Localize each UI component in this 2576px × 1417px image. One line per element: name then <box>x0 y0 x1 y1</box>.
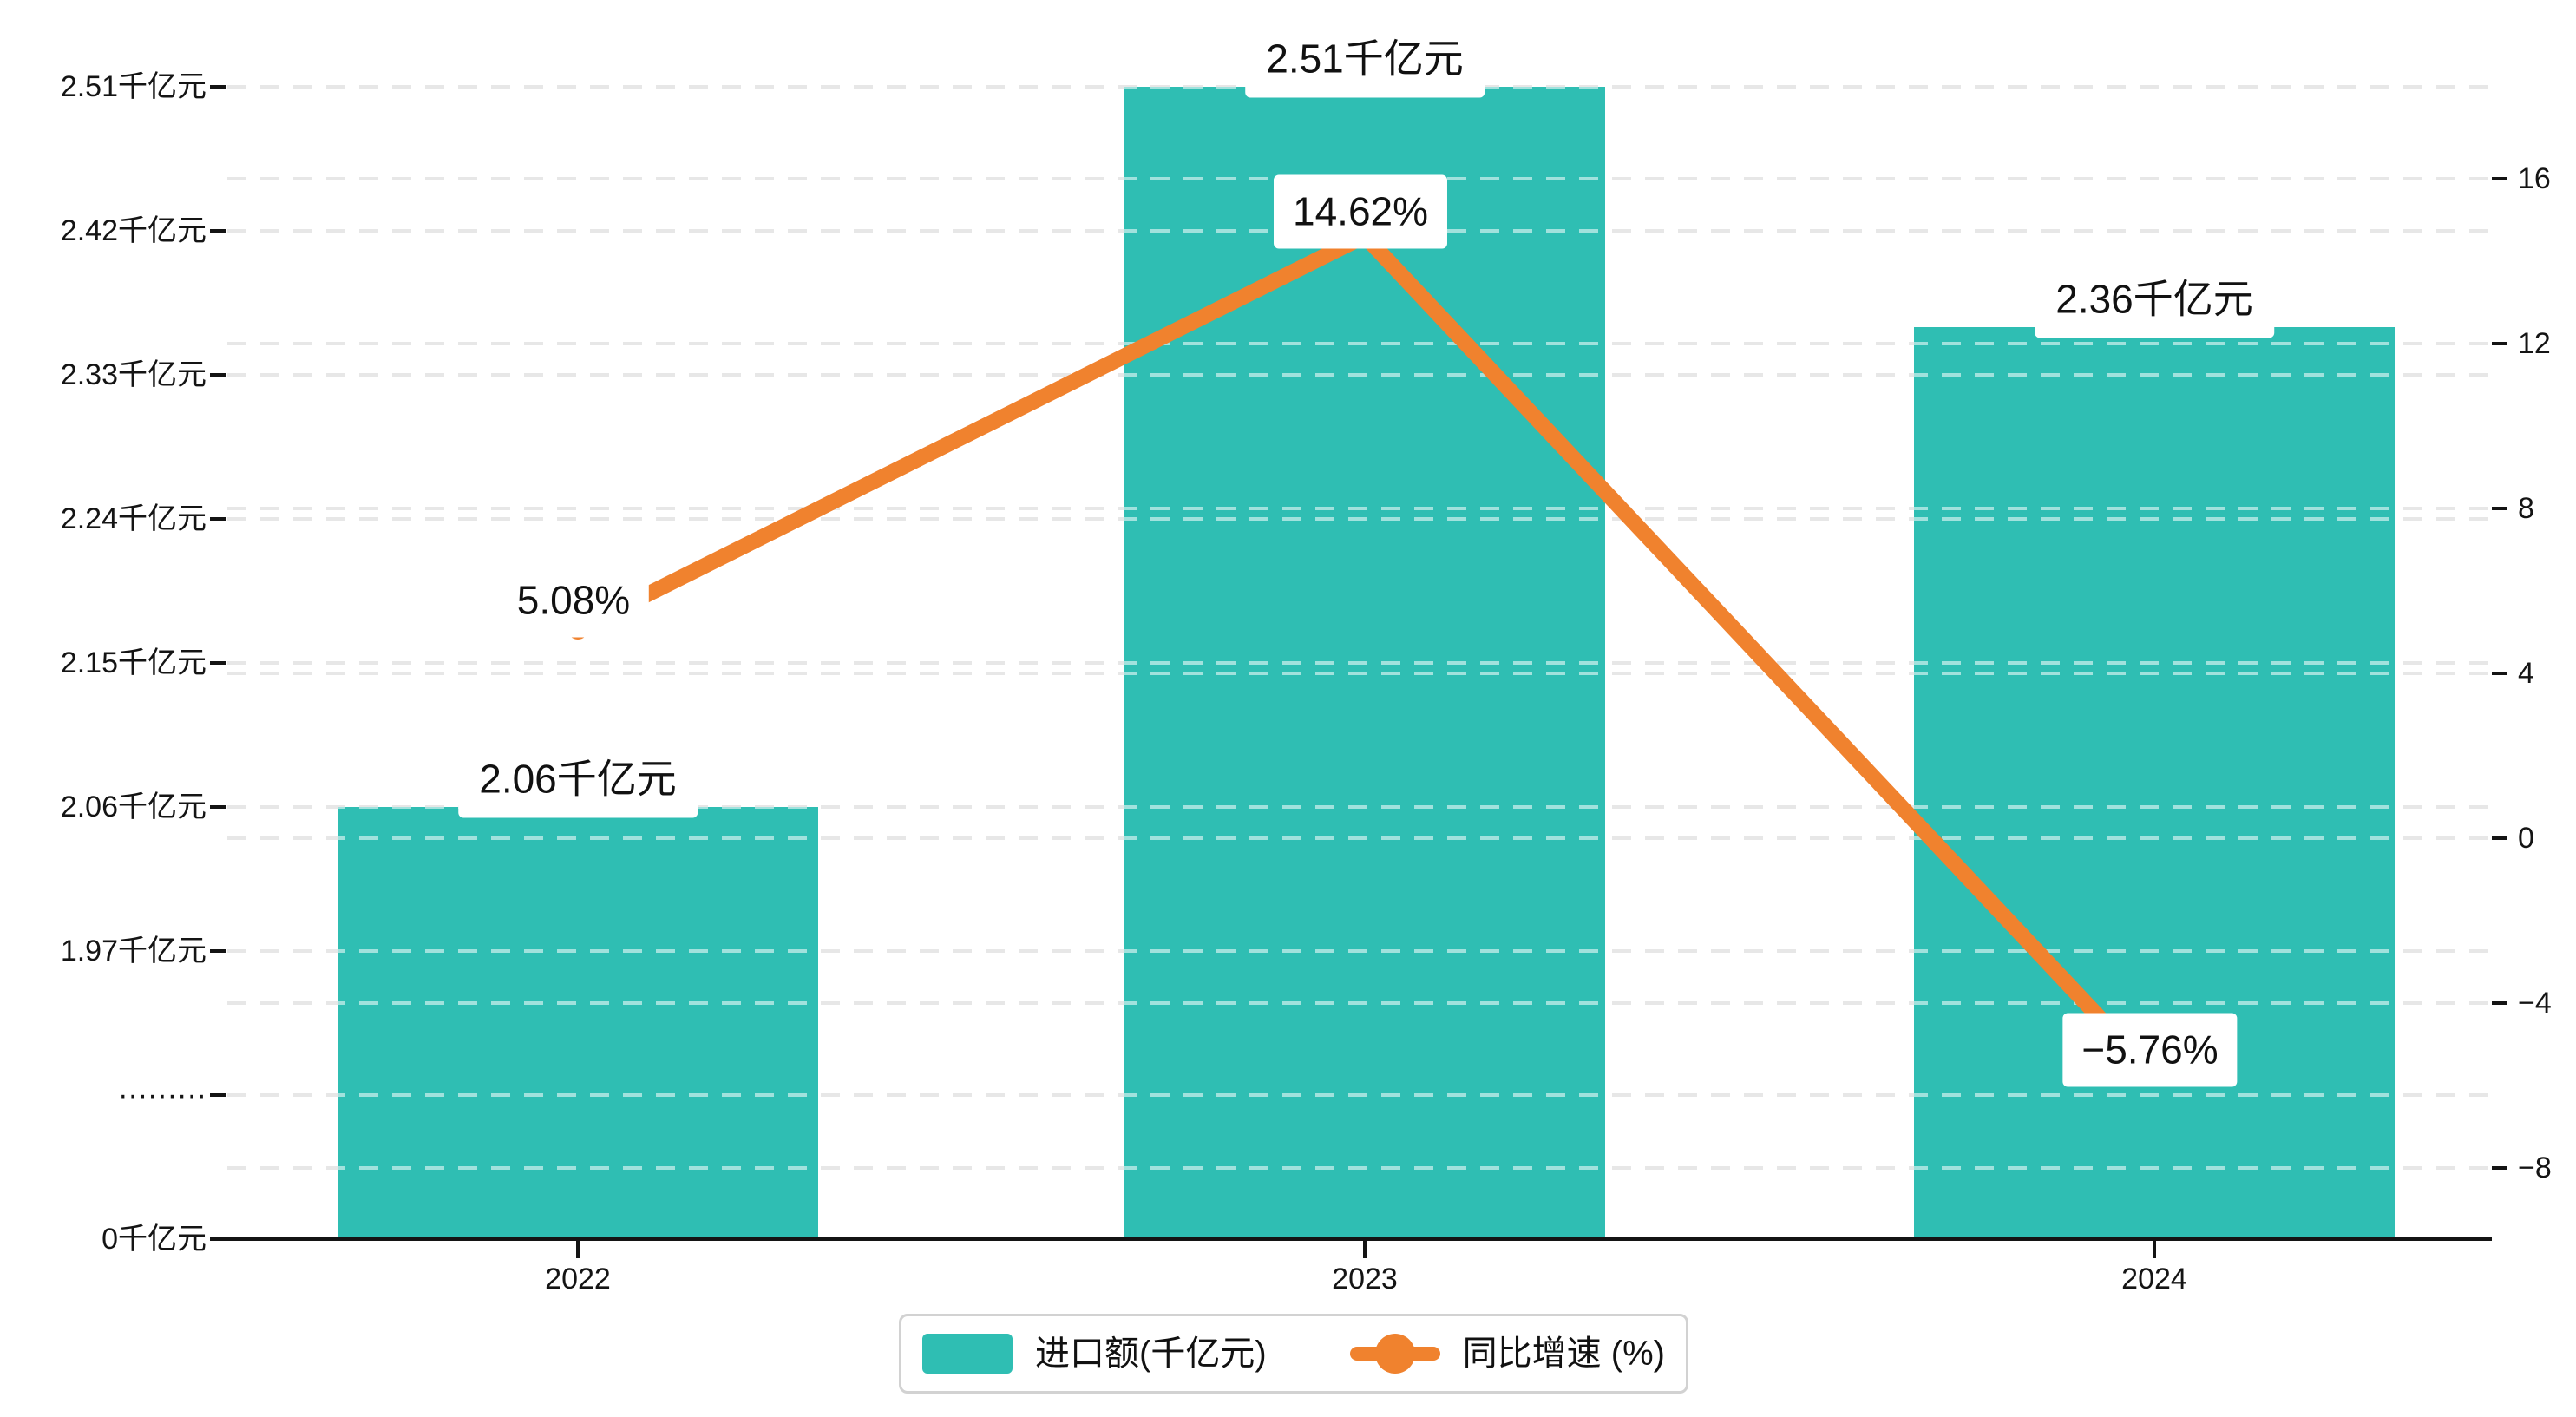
bar-series <box>338 87 2395 1239</box>
growth-line-point-2022 <box>567 619 588 640</box>
growth-line-point-2023 <box>1354 226 1375 246</box>
bar-2022 <box>338 807 818 1239</box>
legend-label-growth: 同比增速 (%) <box>1462 1335 1665 1373</box>
bar-series-swatch-icon <box>922 1334 1013 1374</box>
legend-item-growth[interactable]: 同比增速 (%) <box>1349 1334 1665 1374</box>
legend: 进口额(千亿元) 同比增速 (%) <box>899 1314 1688 1394</box>
legend-item-import[interactable]: 进口额(千亿元) <box>922 1334 1267 1374</box>
growth-line-point-2024 <box>2144 1066 2165 1086</box>
legend-label-import: 进口额(千亿元) <box>1035 1335 1267 1373</box>
axes <box>210 85 2507 1258</box>
bar-2024 <box>1914 327 2395 1239</box>
line-series-marker-icon <box>1349 1334 1440 1374</box>
